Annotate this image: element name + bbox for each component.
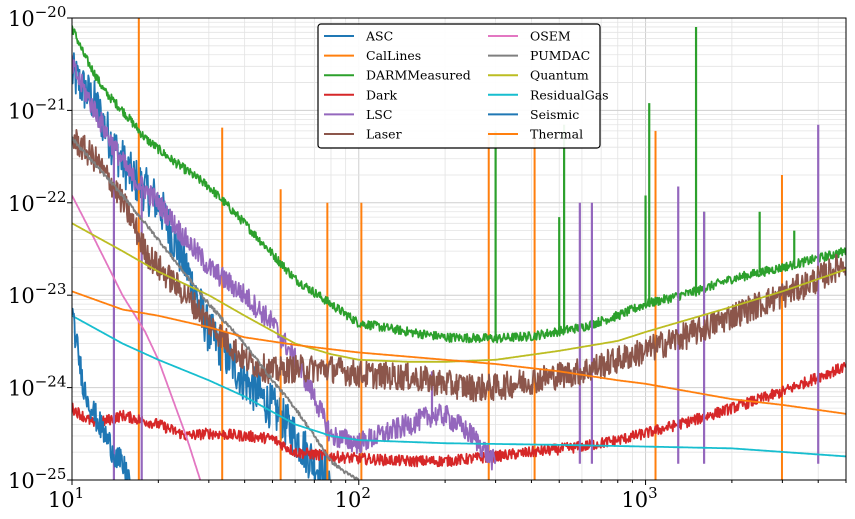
y-tick-label: 10−25 <box>8 465 66 493</box>
ticks: 101 102 103 10−20 10−21 10−22 10−23 10−24 10−25 <box>8 3 847 512</box>
legend-item: CalLines <box>324 48 421 63</box>
legend-label: Quantum <box>530 68 589 83</box>
plot-frame <box>71 17 847 481</box>
legend-label: CalLines <box>366 48 421 63</box>
legend-label: ASC <box>365 29 393 44</box>
x-tick-label: 102 <box>335 484 371 512</box>
legend: ASC CalLines DARMMeasured Dark LSC Laser OSEM P… <box>317 23 609 149</box>
series-line <box>72 195 202 480</box>
legend-item: Laser <box>324 127 402 142</box>
series-line <box>72 307 131 480</box>
series-seismic <box>72 307 131 480</box>
series-line <box>72 290 846 415</box>
legend-item: OSEM <box>488 29 571 44</box>
series-line <box>72 55 497 471</box>
legend-label: LSC <box>366 107 392 122</box>
x-tick-label: 101 <box>48 484 84 512</box>
legend-item: Quantum <box>488 68 589 83</box>
legend-item: ASC <box>324 29 393 44</box>
series-layer <box>72 18 846 480</box>
y-tick-label: 10−21 <box>8 95 66 123</box>
series-darmmeasured <box>72 25 846 344</box>
legend-item: LSC <box>324 107 392 122</box>
legend-label: DARMMeasured <box>366 68 471 83</box>
series-residualgas <box>72 314 846 458</box>
legend-label: OSEM <box>530 29 571 44</box>
legend-label: Laser <box>366 127 402 142</box>
series-line <box>72 361 846 468</box>
series-line <box>72 314 846 458</box>
series-thermal <box>72 290 846 415</box>
legend-label: Seismic <box>530 107 579 122</box>
series-line <box>72 25 846 344</box>
legend-label: Dark <box>366 87 397 102</box>
y-tick-label: 10−22 <box>8 188 66 216</box>
legend-item: ResidualGas <box>488 87 609 102</box>
legend-label: PUMDAC <box>530 48 590 63</box>
y-tick-label: 10−23 <box>8 280 66 308</box>
series-laser <box>72 129 846 403</box>
legend-item: Seismic <box>488 107 579 122</box>
series-dark <box>72 361 846 468</box>
legend-item: PUMDAC <box>488 48 590 63</box>
legend-label: Thermal <box>530 127 583 142</box>
series-line <box>72 129 846 403</box>
legend-label: ResidualGas <box>530 87 609 102</box>
legend-box <box>317 23 601 149</box>
x-tick-label: 103 <box>621 484 657 512</box>
y-tick-label: 10−24 <box>8 373 66 401</box>
legend-item: Thermal <box>488 127 583 142</box>
legend-item: Dark <box>324 87 397 102</box>
series-callines <box>137 18 783 480</box>
legend-item: DARMMeasured <box>324 68 471 83</box>
series-osem <box>72 195 202 480</box>
y-tick-label: 10−20 <box>8 3 66 31</box>
series-lsc <box>72 55 820 480</box>
